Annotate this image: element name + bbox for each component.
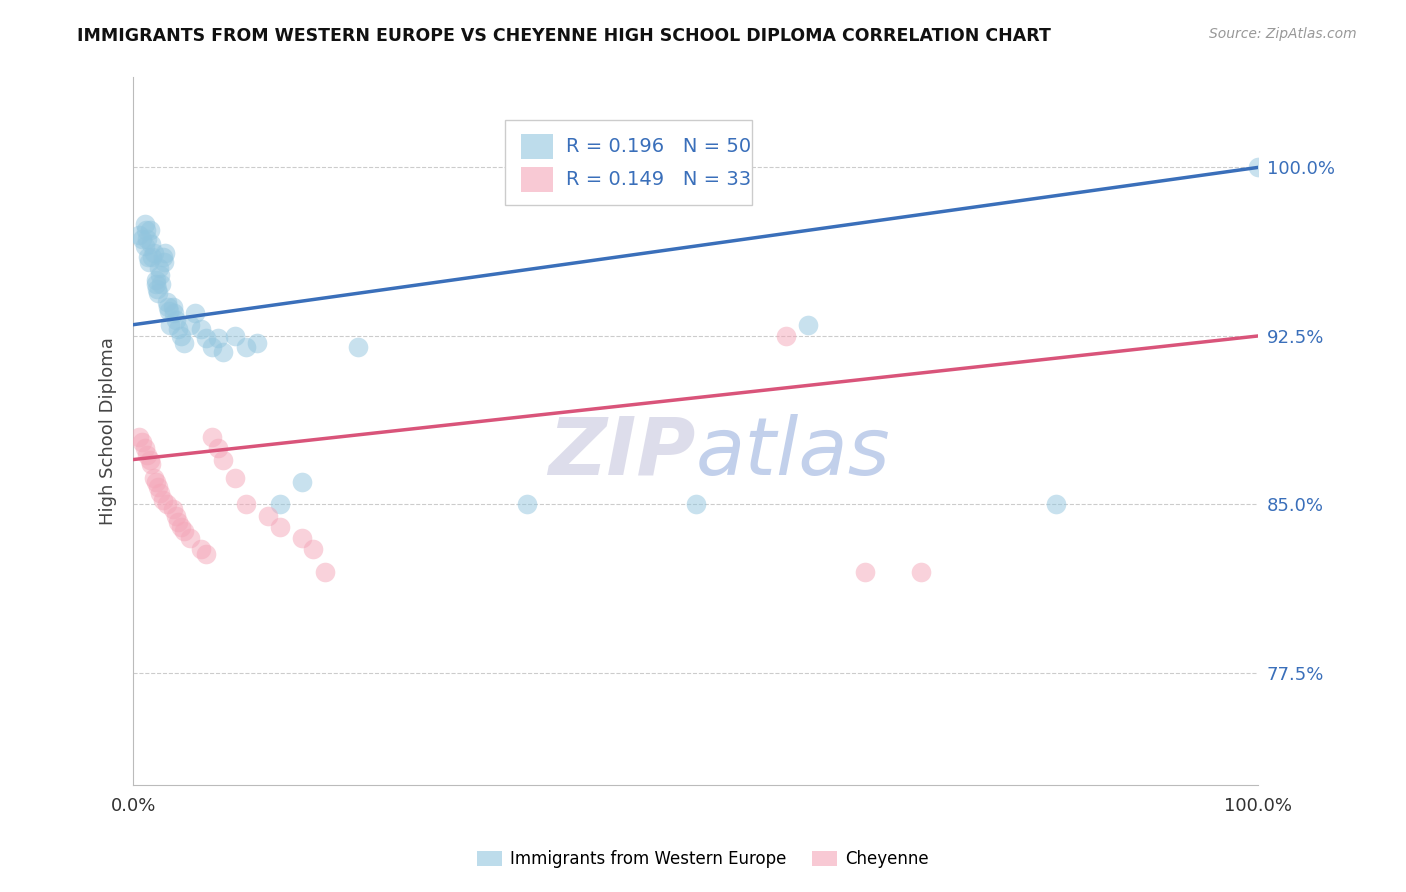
- Point: [157, 300, 180, 314]
- Point: [135, 223, 157, 237]
- Point: [169, 520, 191, 534]
- Point: [165, 313, 187, 327]
- Legend: Immigrants from Western Europe, Cheyenne: Immigrants from Western Europe, Cheyenne: [471, 844, 935, 875]
- Point: [224, 470, 246, 484]
- Point: [142, 470, 165, 484]
- Point: [152, 254, 174, 268]
- Point: [156, 498, 179, 512]
- Point: [135, 448, 157, 462]
- Point: [139, 223, 162, 237]
- Point: [135, 232, 157, 246]
- Point: [516, 498, 538, 512]
- Point: [148, 261, 170, 276]
- Point: [195, 331, 218, 345]
- Point: [195, 547, 218, 561]
- Point: [269, 520, 291, 534]
- Point: [150, 277, 173, 292]
- Text: R = 0.149   N = 33: R = 0.149 N = 33: [567, 169, 752, 189]
- Point: [235, 340, 257, 354]
- Bar: [522, 134, 553, 159]
- Point: [138, 254, 160, 268]
- Point: [134, 217, 156, 231]
- Point: [152, 250, 174, 264]
- Point: [910, 565, 932, 579]
- Text: ZIP: ZIP: [548, 414, 696, 491]
- Point: [141, 457, 163, 471]
- Bar: [522, 168, 553, 192]
- Point: [136, 250, 159, 264]
- Point: [142, 245, 165, 260]
- Point: [134, 239, 156, 253]
- Point: [797, 318, 820, 332]
- Point: [163, 306, 186, 320]
- Point: [1045, 498, 1067, 512]
- Point: [190, 322, 212, 336]
- Point: [139, 452, 162, 467]
- Point: [201, 430, 224, 444]
- Text: IMMIGRANTS FROM WESTERN EUROPE VS CHEYENNE HIGH SCHOOL DIPLOMA CORRELATION CHART: IMMIGRANTS FROM WESTERN EUROPE VS CHEYEN…: [77, 27, 1052, 45]
- Point: [169, 329, 191, 343]
- Point: [269, 498, 291, 512]
- Point: [146, 479, 169, 493]
- Point: [173, 524, 195, 539]
- Point: [146, 282, 169, 296]
- Point: [685, 498, 707, 512]
- Point: [128, 430, 150, 444]
- Point: [141, 236, 163, 251]
- Point: [159, 318, 181, 332]
- Point: [291, 531, 314, 545]
- Point: [173, 335, 195, 350]
- Point: [165, 508, 187, 523]
- Point: [131, 232, 153, 246]
- Point: [184, 306, 207, 320]
- Text: atlas: atlas: [696, 414, 890, 491]
- Point: [152, 493, 174, 508]
- Point: [146, 286, 169, 301]
- Point: [153, 245, 176, 260]
- Point: [190, 542, 212, 557]
- Point: [207, 442, 229, 456]
- Text: Source: ZipAtlas.com: Source: ZipAtlas.com: [1209, 27, 1357, 41]
- Point: [145, 277, 167, 292]
- Point: [128, 227, 150, 242]
- Point: [145, 475, 167, 489]
- Point: [302, 542, 325, 557]
- Point: [149, 268, 172, 283]
- Point: [149, 486, 172, 500]
- Text: R = 0.196   N = 50: R = 0.196 N = 50: [567, 136, 752, 155]
- Point: [134, 442, 156, 456]
- Point: [212, 344, 235, 359]
- Point: [775, 329, 797, 343]
- Point: [314, 565, 336, 579]
- Point: [145, 273, 167, 287]
- Point: [224, 329, 246, 343]
- Point: [167, 322, 190, 336]
- Point: [179, 531, 201, 545]
- Point: [347, 340, 370, 354]
- FancyBboxPatch shape: [505, 120, 752, 205]
- Point: [1247, 161, 1270, 175]
- Point: [141, 250, 163, 264]
- Point: [179, 318, 201, 332]
- Point: [207, 331, 229, 345]
- Point: [131, 434, 153, 449]
- Point: [291, 475, 314, 489]
- Point: [246, 335, 269, 350]
- Point: [853, 565, 876, 579]
- Point: [235, 498, 257, 512]
- Point: [257, 508, 280, 523]
- Y-axis label: High School Diploma: High School Diploma: [100, 337, 117, 525]
- Point: [162, 300, 184, 314]
- Point: [212, 452, 235, 467]
- Point: [162, 502, 184, 516]
- Point: [157, 304, 180, 318]
- Point: [167, 516, 190, 530]
- Point: [201, 340, 224, 354]
- Point: [156, 295, 179, 310]
